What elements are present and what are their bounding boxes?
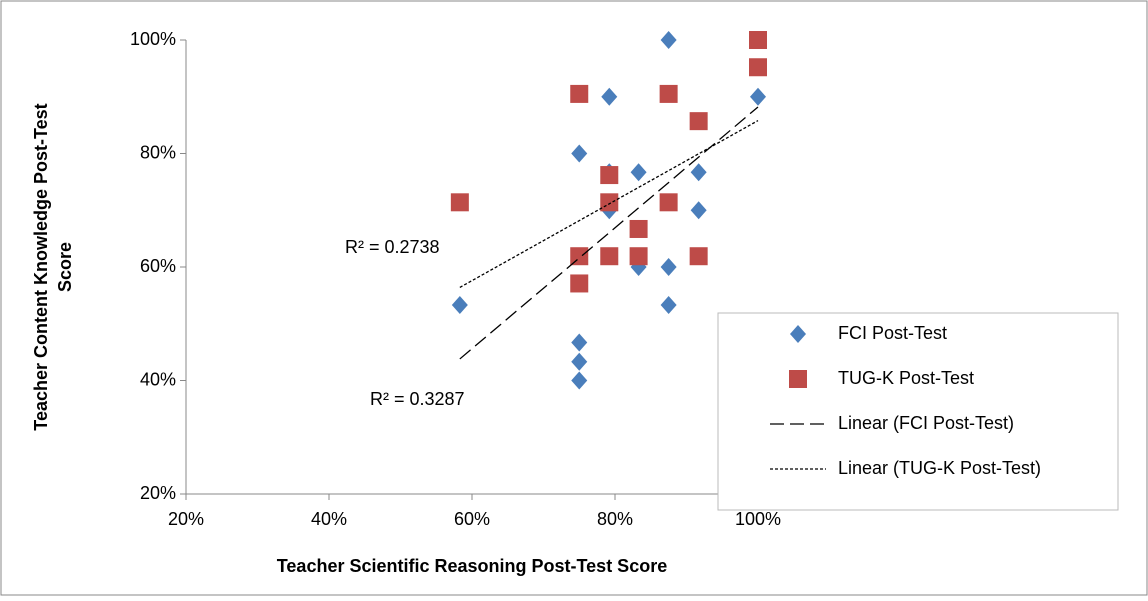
- square-marker: [570, 247, 589, 266]
- diamond-marker: [571, 333, 588, 352]
- square-marker: [450, 193, 469, 212]
- y-axis-label: Teacher Content Knowledge Post-Test Scor…: [31, 103, 75, 430]
- legend-label: Linear (FCI Post-Test): [838, 413, 1014, 433]
- diamond-marker: [660, 258, 677, 276]
- y-axis-label-line: Teacher Content Knowledge Post-Test: [31, 103, 51, 430]
- square-marker: [789, 370, 807, 388]
- trend-line: [459, 106, 759, 360]
- square-marker: [629, 247, 648, 266]
- r-squared-label: R² = 0.3287: [370, 389, 465, 409]
- diamond-marker: [601, 87, 618, 106]
- legend-box: [717, 312, 1119, 511]
- x-tick-label: 40%: [311, 509, 347, 529]
- legend-label: FCI Post-Test: [838, 323, 947, 343]
- x-tick-label: 20%: [168, 509, 204, 529]
- square-marker: [689, 112, 708, 131]
- x-tick-label: 80%: [597, 509, 633, 529]
- y-tick-label: 100%: [130, 29, 176, 49]
- square-marker: [570, 274, 589, 293]
- y-axis-label-line: Score: [55, 242, 75, 292]
- y-tick-label: 60%: [140, 256, 176, 276]
- diamond-marker: [630, 163, 647, 182]
- trend-line: [459, 120, 759, 288]
- square-marker: [570, 84, 589, 103]
- diamond-marker: [750, 87, 766, 106]
- legend-label: Linear (TUG-K Post-Test): [838, 458, 1041, 478]
- diamond-marker: [790, 325, 806, 343]
- square-marker: [749, 31, 767, 49]
- diamond-marker: [660, 296, 677, 315]
- x-tick-label: 100%: [735, 509, 781, 529]
- diamond-marker: [571, 371, 588, 390]
- diamond-marker: [690, 163, 707, 182]
- y-tick-label: 80%: [140, 142, 176, 162]
- square-marker: [749, 58, 767, 77]
- square-marker: [629, 219, 648, 238]
- square-marker: [600, 166, 619, 185]
- diamond-marker: [451, 296, 468, 315]
- diamond-marker: [690, 201, 707, 220]
- x-axis-label: Teacher Scientific Reasoning Post-Test S…: [277, 556, 667, 576]
- x-tick-label: 60%: [454, 509, 490, 529]
- legend-label: TUG-K Post-Test: [838, 368, 974, 388]
- square-marker: [659, 84, 678, 103]
- square-marker: [659, 193, 678, 212]
- diamond-marker: [571, 144, 588, 163]
- y-tick-label: 20%: [140, 483, 176, 503]
- square-marker: [600, 193, 619, 212]
- diamond-marker: [660, 31, 677, 49]
- square-marker: [600, 247, 619, 266]
- square-marker: [689, 247, 708, 266]
- diamond-marker: [571, 352, 588, 371]
- y-tick-label: 40%: [140, 369, 176, 389]
- r-squared-label: R² = 0.2738: [345, 237, 440, 257]
